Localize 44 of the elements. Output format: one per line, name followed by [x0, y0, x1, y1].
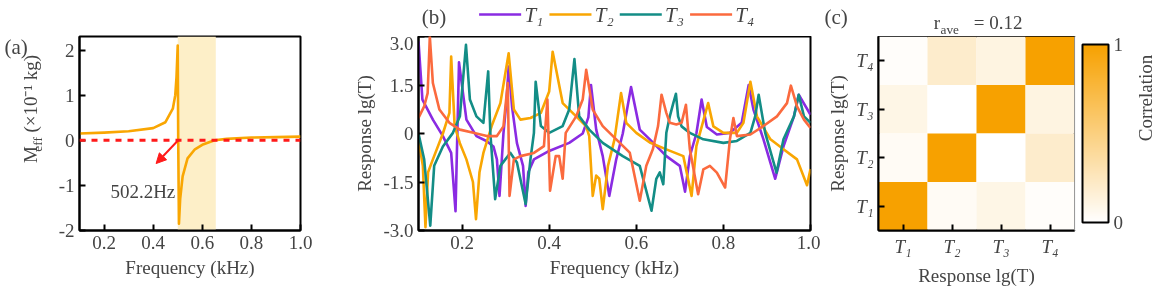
text: (b): [421, 4, 447, 29]
y-tick-label: -2: [58, 220, 75, 241]
y-tick-label: 0: [404, 123, 414, 144]
x-tick-label: 0.8: [239, 231, 264, 253]
annotation: 502.2Hz: [110, 181, 176, 203]
y-tick-label: T₃: [856, 98, 874, 120]
y-tick-label: T₄: [856, 50, 874, 72]
y-tick-label: 2: [65, 39, 75, 61]
x-axis-title: Response lg(T): [918, 264, 1035, 287]
x-tick-label: 1.0: [288, 231, 313, 253]
color-bar-title: Correlation: [1135, 54, 1155, 142]
x-axis-title: Frequency (kHz): [549, 256, 680, 279]
text: (c): [824, 4, 848, 29]
y-tick-label: -3.0: [383, 220, 414, 241]
y-tick-label: 3.0: [389, 32, 414, 54]
x-tick-label: T₂: [943, 235, 961, 257]
line-series: [79, 44, 301, 226]
y-tick-label: -1.5: [383, 171, 414, 193]
x-tick-label: 0.2: [92, 231, 116, 253]
legend-label: T₁: [524, 2, 544, 27]
x-tick-label: 0.4: [141, 231, 166, 253]
x-tick-label: T₃: [992, 235, 1010, 257]
y-tick-label: T₁: [856, 195, 874, 217]
y-axis-title: Response lg(T): [354, 75, 377, 192]
color-bar-label: 1: [1113, 34, 1123, 55]
x-tick-label: 0.8: [711, 231, 736, 253]
x-tick-label: T₁: [894, 235, 912, 257]
y-axis-title: Response lg(T): [827, 75, 850, 192]
y-tick-label: 1: [65, 84, 75, 106]
x-tick-label: T₄: [1041, 235, 1059, 257]
x-tick-label: 1.0: [796, 231, 821, 253]
y-tick-label: 1.5: [389, 74, 414, 96]
color-bar-label: 0: [1113, 212, 1123, 233]
y-tick-label: 0: [65, 129, 75, 151]
x-tick-label: 0.6: [624, 231, 649, 253]
x-axis-title: Frequency (kHz): [125, 256, 255, 279]
x-tick-label: 0.4: [537, 231, 562, 253]
y-tick-label: T₂: [856, 147, 874, 169]
y-tick-label: -1: [58, 174, 75, 196]
x-tick-label: 0.2: [450, 231, 474, 253]
legend-label: T₄: [735, 2, 755, 27]
x-tick-label: 0.6: [190, 231, 215, 253]
legend-label: T₂: [594, 2, 614, 27]
legend-label: T₃: [665, 2, 684, 27]
